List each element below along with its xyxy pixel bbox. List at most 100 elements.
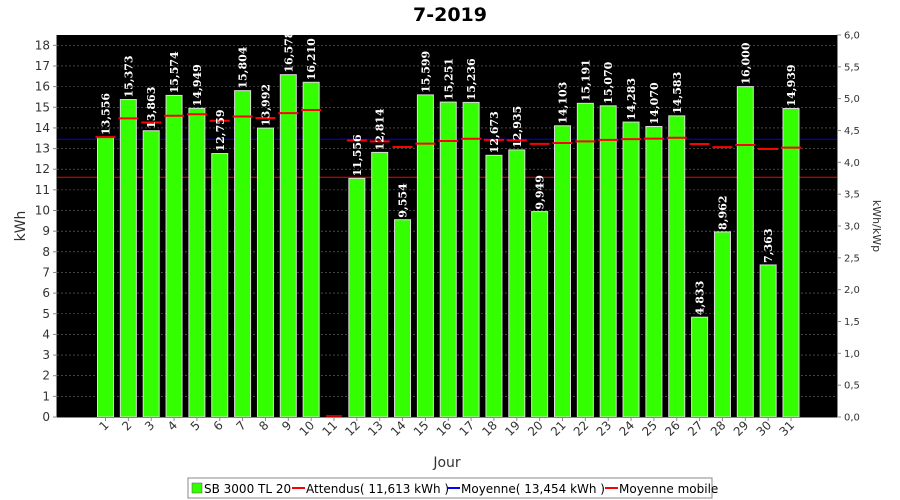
bar xyxy=(439,101,457,418)
x-tick-label: 13 xyxy=(365,418,386,439)
data-label: 16,210 xyxy=(305,38,318,80)
bar xyxy=(211,153,229,418)
y2-tick-label: 2,0 xyxy=(844,285,860,296)
x-tick-label: 14 xyxy=(388,418,409,439)
x-tick-label: 22 xyxy=(571,418,592,439)
bar xyxy=(691,316,709,418)
bar xyxy=(554,125,571,418)
y2-axis-label: kWh/kWp xyxy=(870,200,883,252)
y2-tick-label: 2,5 xyxy=(844,253,860,264)
x-tick-label: 30 xyxy=(754,418,775,439)
y2-tick-label: 4,0 xyxy=(844,158,860,169)
x-tick-label: 18 xyxy=(479,418,500,439)
x-tick-label: 21 xyxy=(548,418,569,439)
data-label: 14,939 xyxy=(785,64,798,106)
y2-axis: 0,0 0,5 1,0 1,5 2,0 2,5 3,0 3,5 4,0 4,5 5,0 5,5 6,0 xyxy=(837,31,860,424)
x-tick-label: 6 xyxy=(211,418,226,433)
x-tick-label: 19 xyxy=(502,418,523,439)
y-tick-label: 18 xyxy=(35,38,50,52)
data-label: 14,070 xyxy=(648,82,661,124)
bar xyxy=(576,102,594,418)
x-tick-label: 20 xyxy=(525,418,546,439)
legend: SB 3000 TL 20 Attendus( 11,613 kWh ) Moy… xyxy=(187,477,718,499)
bar xyxy=(188,107,206,418)
bar xyxy=(508,149,526,418)
x-tick-label: 28 xyxy=(708,418,729,439)
data-label: 16,578 xyxy=(282,30,295,72)
y-tick-label: 6 xyxy=(42,286,50,300)
bar xyxy=(302,81,320,418)
y-tick-label: 16 xyxy=(35,80,50,94)
data-label: 12,935 xyxy=(511,106,524,148)
bar xyxy=(348,177,366,418)
y2-tick-label: 1,5 xyxy=(844,317,860,328)
y2-tick-label: 6,0 xyxy=(844,31,860,42)
bar xyxy=(622,121,640,418)
x-tick-label: 25 xyxy=(639,418,660,439)
y-tick-label: 11 xyxy=(35,183,50,197)
data-label: 15,574 xyxy=(168,51,181,93)
chart-title: 7-2019 xyxy=(413,4,487,26)
data-label: 15,070 xyxy=(602,61,615,103)
bar xyxy=(531,211,549,418)
x-tick-label: 2 xyxy=(119,418,134,433)
y-tick-label: 13 xyxy=(35,142,50,156)
bar xyxy=(782,108,800,418)
bar xyxy=(279,74,297,418)
bars xyxy=(97,74,800,418)
y-tick-label: 5 xyxy=(42,307,50,321)
data-label: 8,962 xyxy=(716,195,729,229)
data-label: 12,673 xyxy=(488,111,501,153)
y-tick-label: 3 xyxy=(42,348,50,362)
bar xyxy=(119,99,137,418)
bar xyxy=(462,101,480,418)
y-tick-label: 10 xyxy=(35,204,50,218)
x-tick-label: 16 xyxy=(434,418,455,439)
data-label: 15,251 xyxy=(442,58,455,100)
y-tick-label: 15 xyxy=(35,100,50,114)
bar xyxy=(736,86,754,418)
x-tick-label: 15 xyxy=(411,418,432,439)
y2-tick-label: 5,0 xyxy=(844,94,860,105)
legend-label-sb3000: SB 3000 TL 20 xyxy=(204,482,291,496)
x-tick-label: 12 xyxy=(342,418,363,439)
x-tick-label: 10 xyxy=(297,418,318,439)
y-tick-label: 14 xyxy=(35,121,50,135)
bar xyxy=(234,90,252,418)
data-label: 14,103 xyxy=(557,82,570,124)
x-tick-label: 11 xyxy=(319,418,340,439)
data-label: 14,583 xyxy=(671,72,684,114)
data-label: 14,949 xyxy=(191,64,204,106)
y-tick-label: 7 xyxy=(42,265,50,279)
data-label: 14,283 xyxy=(625,78,638,120)
x-tick-label: 31 xyxy=(776,418,797,439)
data-labels: 13,556 15,373 13,863 15,574 14,949 12,759 15,8… xyxy=(100,30,799,315)
legend-label-attendus: Attendus( 11,613 kWh ) xyxy=(306,482,449,496)
x-axis: 1 2 3 4 5 6 7 8 9 10 11 12 13 14 15 16 17 18 19 20 21 22 23 24 2… xyxy=(57,417,837,439)
y-tick-label: 9 xyxy=(42,224,50,238)
x-tick-label: 9 xyxy=(279,418,294,433)
bar xyxy=(713,231,731,418)
bar xyxy=(142,130,160,418)
legend-label-moyenne-mobile: Moyenne mobile xyxy=(619,482,718,496)
y2-tick-label: 0,0 xyxy=(844,413,860,424)
data-label: 9,554 xyxy=(397,183,410,218)
y-tick-label: 12 xyxy=(35,162,50,176)
data-label: 13,863 xyxy=(145,87,158,129)
data-label: 7,363 xyxy=(762,229,775,263)
y-tick-label: 1 xyxy=(42,389,50,403)
data-label: 15,599 xyxy=(419,51,432,93)
data-label: 16,000 xyxy=(739,42,752,84)
bar xyxy=(165,94,183,418)
legend-swatch-sb3000 xyxy=(191,482,203,494)
bar xyxy=(759,264,777,418)
y-tick-label: 8 xyxy=(42,245,50,259)
x-tick-label: 27 xyxy=(685,418,706,439)
data-label: 9,949 xyxy=(534,175,547,209)
data-label: 12,814 xyxy=(374,108,387,150)
data-label: 12,759 xyxy=(214,109,227,151)
legend-label-moyenne: Moyenne( 13,454 kWh ) xyxy=(461,482,605,496)
y-axis-label: kWh xyxy=(13,211,29,242)
x-tick-label: 24 xyxy=(616,418,637,439)
